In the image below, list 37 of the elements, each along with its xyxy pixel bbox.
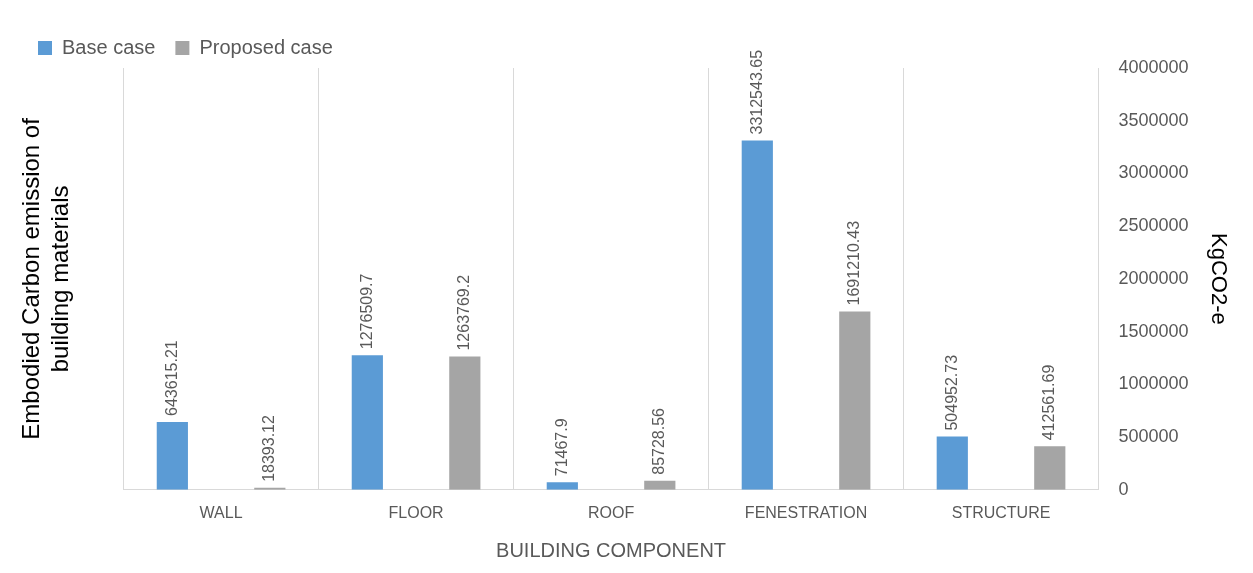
bar <box>936 436 968 490</box>
data-label: 85728.56 <box>650 407 668 475</box>
bar <box>351 355 383 490</box>
y2-tick-label: 500000 <box>1118 426 1179 447</box>
x-tick-label: ROOF <box>587 503 635 521</box>
bar <box>449 356 481 490</box>
x-tick-label: WALL <box>199 503 243 521</box>
data-label: 643615.21 <box>162 340 180 416</box>
y2-tick-label: 2000000 <box>1118 267 1189 288</box>
y2-tick-label: 4000000 <box>1118 56 1189 77</box>
data-label: 71467.9 <box>552 418 570 477</box>
bar <box>839 311 871 490</box>
data-label: 3312543.65 <box>747 49 765 135</box>
data-label: 1691210.43 <box>845 220 863 306</box>
data-label: 1263769.2 <box>455 274 473 351</box>
x-tick-label: FLOOR <box>388 503 444 521</box>
y2-tick-label: 1000000 <box>1118 373 1189 394</box>
legend-label: Proposed case <box>199 35 333 58</box>
y2-axis-title: KgCO2-e <box>1206 233 1232 325</box>
y2-tick-label: 0 <box>1118 478 1129 499</box>
y2-tick-label: 3500000 <box>1118 109 1189 130</box>
x-tick-label: STRUCTURE <box>951 503 1051 521</box>
data-label: 18393.12 <box>260 415 278 482</box>
bar <box>741 140 773 490</box>
x-axis-title: BUILDING COMPONENT <box>496 538 727 561</box>
x-tick-label: FENESTRATION <box>744 503 868 521</box>
y2-tick-label: 1500000 <box>1118 320 1189 341</box>
y-axis-title: Embodied Carbon emission of building materials <box>17 117 73 440</box>
data-label: 412561.69 <box>1040 364 1058 441</box>
legend-label: Base case <box>62 35 156 58</box>
data-label: 504952.73 <box>942 354 960 431</box>
data-label: 1276509.7 <box>357 273 375 350</box>
y2-tick-label: 3000000 <box>1118 162 1189 183</box>
bar <box>1034 446 1066 490</box>
bar <box>156 421 188 490</box>
bar <box>546 482 578 490</box>
y2-tick-label: 2500000 <box>1118 215 1189 236</box>
